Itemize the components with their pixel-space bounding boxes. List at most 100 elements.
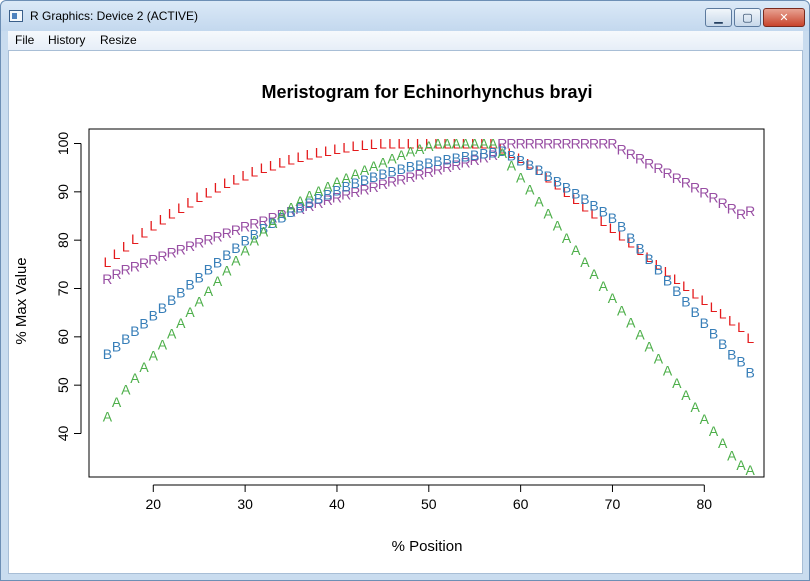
point-a: A <box>645 339 655 355</box>
point-b: B <box>296 199 305 215</box>
point-r: R <box>516 136 526 152</box>
point-r: R <box>745 203 755 219</box>
point-b: B <box>516 152 525 168</box>
point-r: R <box>378 176 388 192</box>
close-button[interactable]: ✕ <box>763 8 805 27</box>
point-b: B <box>250 226 259 242</box>
point-a: A <box>204 283 214 299</box>
point-r: R <box>561 136 571 152</box>
point-l: L <box>159 211 167 227</box>
point-b: B <box>222 247 231 263</box>
point-b: B <box>213 254 222 270</box>
point-r: R <box>102 271 112 287</box>
point-a: A <box>222 263 232 279</box>
menu-bar: File History Resize <box>8 31 803 50</box>
point-b: B <box>286 204 295 220</box>
point-l: L <box>535 162 543 178</box>
point-l: L <box>177 200 185 216</box>
point-a: A <box>195 294 205 310</box>
point-a: A <box>571 242 581 258</box>
menu-history[interactable]: History <box>48 33 86 47</box>
point-b: B <box>452 150 461 166</box>
point-b: B <box>534 162 543 178</box>
r-graphics-app-icon[interactable] <box>9 10 23 22</box>
graphics-canvas: Meristogram for Echinorhynchus brayi 20 3… <box>8 50 803 574</box>
y-axis: 40 50 60 70 80 90 100 <box>55 132 82 441</box>
point-a: A <box>360 162 370 178</box>
point-a: A <box>599 278 609 294</box>
point-l: L <box>195 189 203 205</box>
point-a: A <box>534 194 544 210</box>
point-b: B <box>479 146 488 162</box>
point-b: B <box>589 197 598 213</box>
point-a: A <box>277 207 287 223</box>
maximize-button[interactable]: ▢ <box>734 8 761 27</box>
point-b: B <box>130 323 139 339</box>
point-r: R <box>699 184 709 200</box>
point-r: R <box>369 179 379 195</box>
point-a: A <box>488 136 498 152</box>
point-b: B <box>204 262 213 278</box>
point-b: B <box>663 272 672 288</box>
point-b: B <box>387 164 396 180</box>
menu-file[interactable]: File <box>15 33 35 47</box>
point-b: B <box>571 185 580 201</box>
point-l: L <box>379 136 387 152</box>
menu-resize[interactable]: Resize <box>100 33 137 47</box>
point-b: B <box>314 191 323 207</box>
point-l: L <box>306 147 314 163</box>
point-l: L <box>397 136 405 152</box>
point-a: A <box>562 230 572 246</box>
point-r: R <box>497 136 507 152</box>
point-b: B <box>553 174 562 190</box>
point-b: B <box>121 331 130 347</box>
point-b: B <box>406 159 415 175</box>
point-r: R <box>415 166 425 182</box>
point-r: R <box>653 160 663 176</box>
title-bar[interactable]: R Graphics: Device 2 (ACTIVE) ▁ ▢ ✕ <box>1 1 809 31</box>
point-l: L <box>654 256 662 272</box>
point-b: B <box>718 336 727 352</box>
point-a: A <box>544 206 554 222</box>
point-r: R <box>672 170 682 186</box>
point-a: A <box>672 375 682 391</box>
point-l: L <box>241 167 249 183</box>
point-l: L <box>682 278 690 294</box>
point-r: R <box>213 228 223 244</box>
point-l: L <box>618 227 626 243</box>
point-b: B <box>525 157 534 173</box>
point-a: A <box>709 423 719 439</box>
point-r: R <box>130 258 140 274</box>
point-l: L <box>471 136 479 152</box>
point-a: A <box>470 136 480 152</box>
point-l: L <box>296 149 304 165</box>
point-b: B <box>544 168 553 184</box>
point-a: A <box>158 337 168 353</box>
y-tick-label: 80 <box>55 232 71 248</box>
point-l: L <box>434 136 442 152</box>
point-a: A <box>378 154 388 170</box>
minimize-button[interactable]: ▁ <box>705 8 732 27</box>
point-r: R <box>194 235 204 251</box>
point-l: L <box>517 150 525 166</box>
point-l: L <box>719 306 727 322</box>
point-a: A <box>415 141 425 157</box>
point-l: L <box>599 213 607 229</box>
point-l: L <box>489 136 497 152</box>
point-r: R <box>644 155 654 171</box>
point-r: R <box>552 136 562 152</box>
point-l: L <box>728 312 736 328</box>
point-b: B <box>341 179 350 195</box>
point-r: R <box>543 136 553 152</box>
x-tick-label: 30 <box>237 496 253 512</box>
point-a: A <box>130 370 140 386</box>
chart-title: Meristogram for Echinorhynchus brayi <box>261 82 592 102</box>
point-r: R <box>240 219 250 235</box>
point-l: L <box>324 143 332 159</box>
point-l: L <box>260 160 268 176</box>
point-b: B <box>746 365 755 381</box>
point-r: R <box>626 146 636 162</box>
point-a: A <box>305 188 315 204</box>
point-r: R <box>185 238 195 254</box>
